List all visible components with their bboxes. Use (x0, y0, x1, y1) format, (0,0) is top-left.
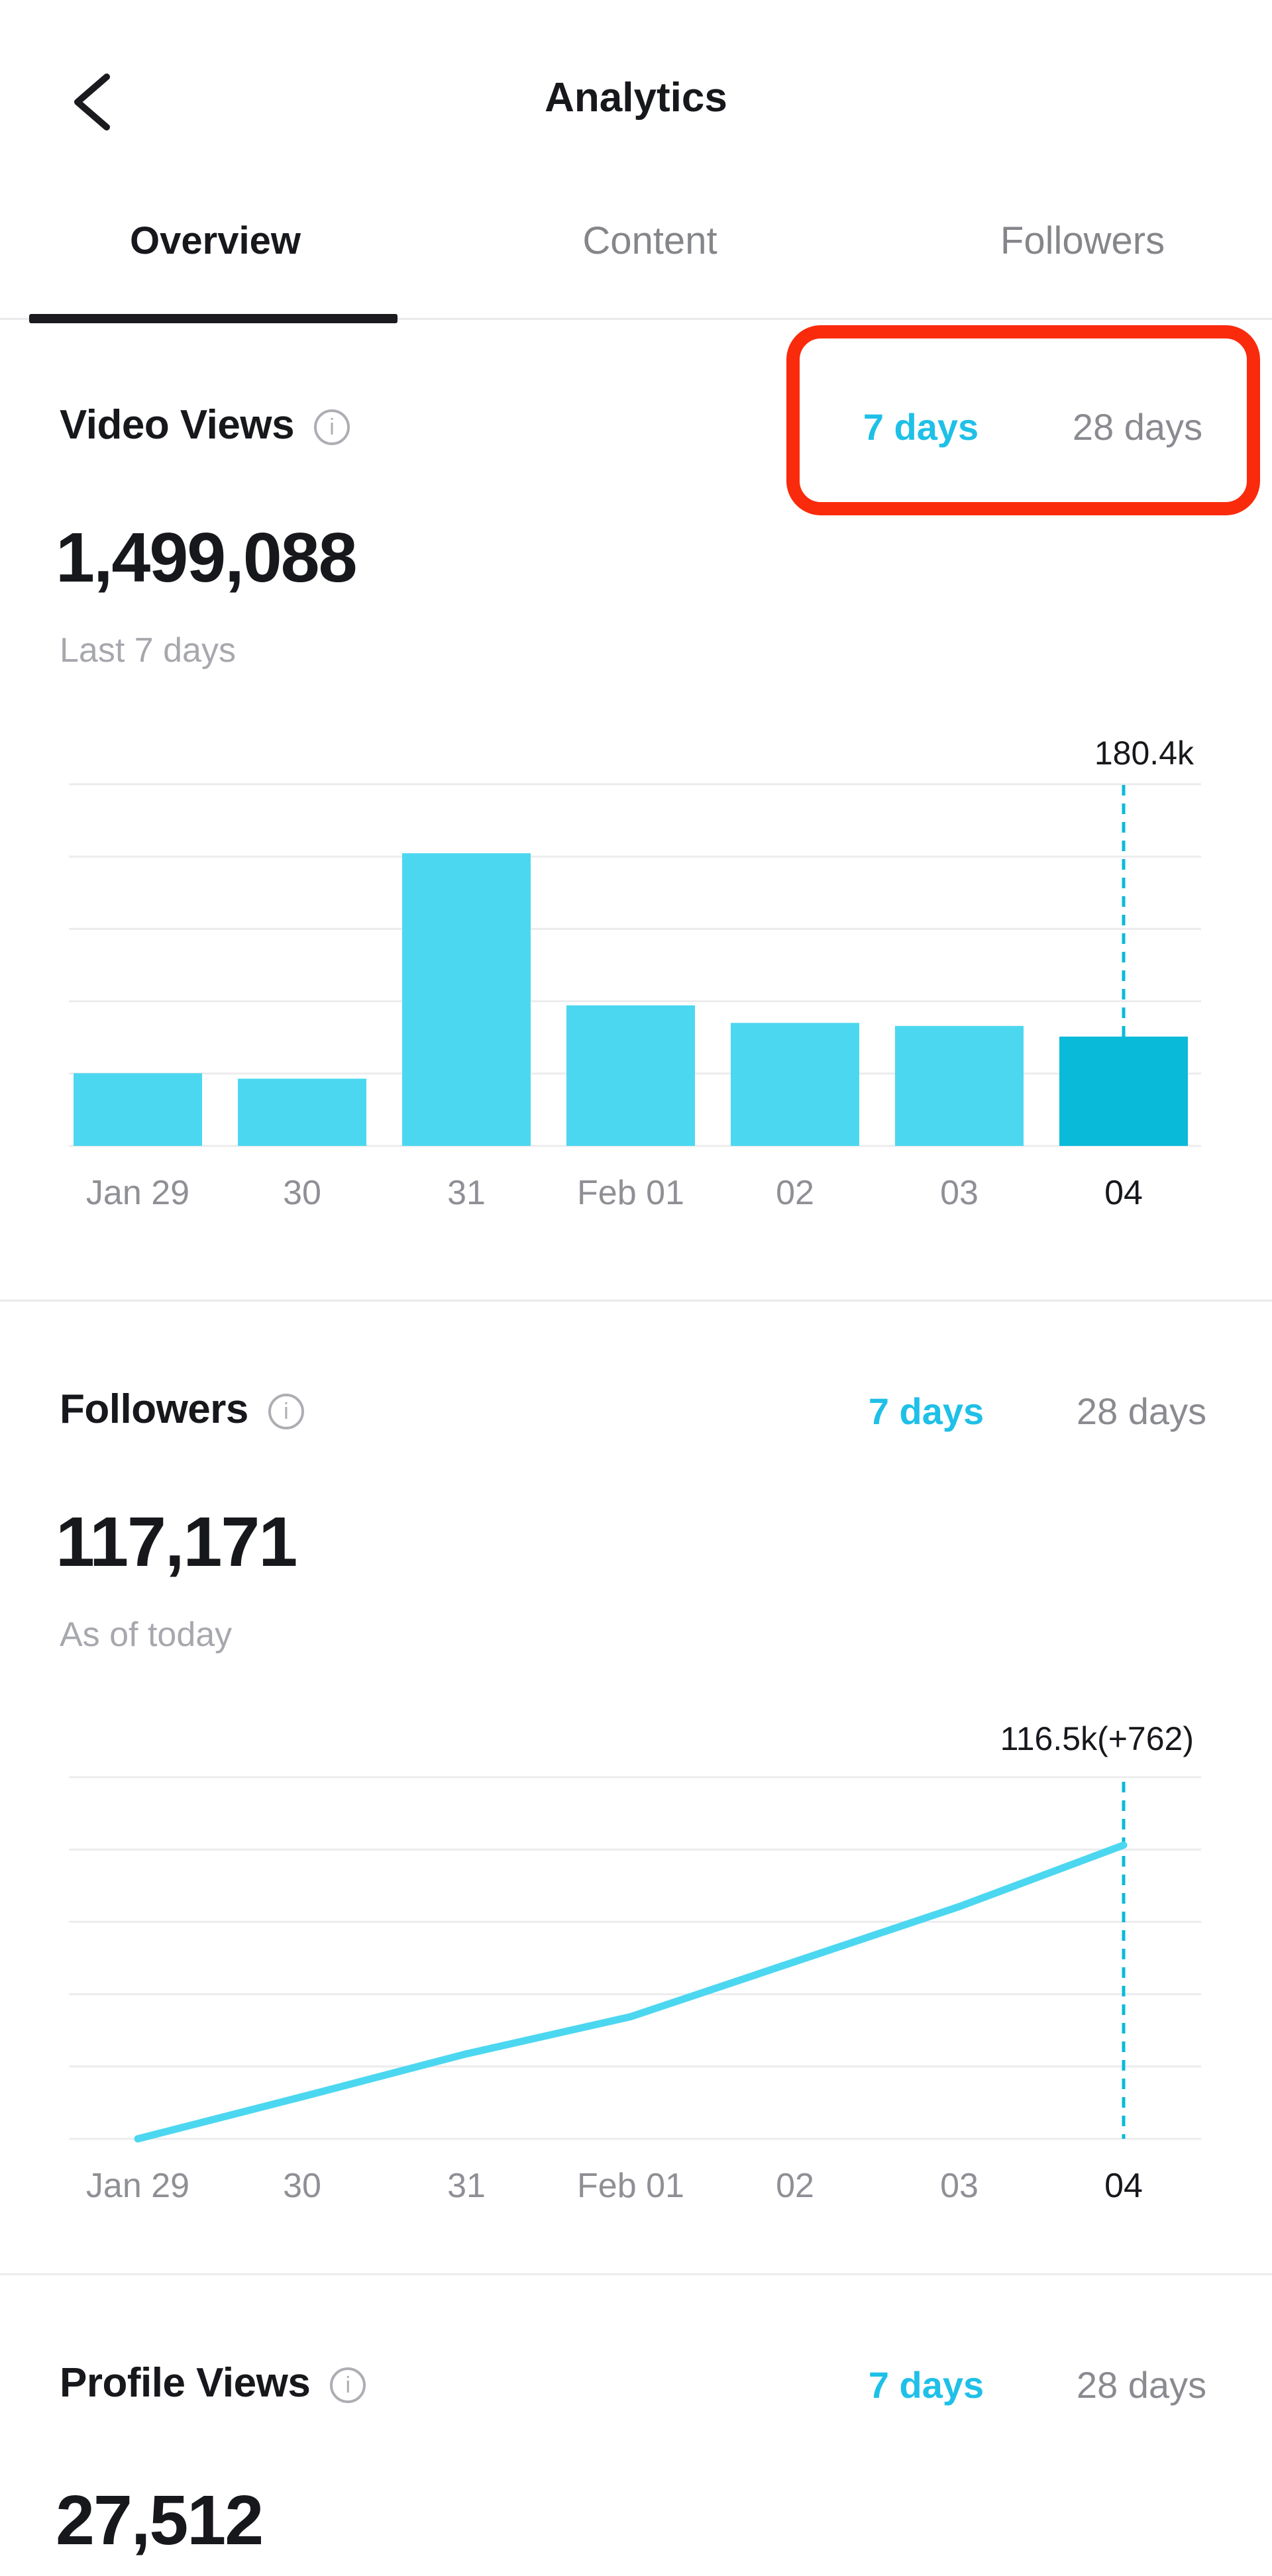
chevron-left-icon (74, 74, 110, 130)
video-views-title: Video Views (60, 402, 295, 448)
tab-overview[interactable]: Overview (130, 219, 301, 262)
followers-range-28days[interactable]: 28 days (1076, 1390, 1207, 1432)
svg-text:Jan 29: Jan 29 (86, 1174, 189, 1212)
profile-views-range-7days[interactable]: 7 days (868, 2364, 984, 2406)
video-views-caption: Last 7 days (60, 631, 236, 670)
followers-value: 117,171 (56, 1503, 297, 1581)
back-button[interactable] (66, 70, 117, 134)
section-divider (0, 2273, 1272, 2275)
video-views-value: 1,499,088 (56, 519, 358, 597)
svg-text:Jan 29: Jan 29 (86, 2167, 189, 2205)
info-icon[interactable] (314, 409, 350, 445)
tab-content[interactable]: Content (582, 219, 717, 262)
followers-range-7days[interactable]: 7 days (868, 1390, 984, 1432)
section-divider (0, 1300, 1272, 1302)
svg-text:04: 04 (1104, 2167, 1143, 2205)
tab-followers[interactable]: Followers (1000, 219, 1165, 262)
tab-divider (0, 318, 1272, 320)
annotation-highlight-box (786, 325, 1260, 515)
followers-caption: As of today (60, 1616, 233, 1654)
svg-text:04: 04 (1104, 1174, 1143, 1212)
svg-text:31: 31 (447, 1174, 486, 1212)
profile-views-value: 27,512 (56, 2481, 264, 2559)
followers-line-chart[interactable]: Jan 29 30 31 Feb 01 02 03 04 (60, 1755, 1202, 2218)
svg-text:02: 02 (776, 2167, 814, 2205)
svg-text:Feb 01: Feb 01 (577, 2167, 684, 2205)
page-title: Analytics (545, 75, 727, 121)
profile-views-range-28days[interactable]: 28 days (1076, 2364, 1207, 2406)
svg-text:30: 30 (283, 2167, 321, 2205)
svg-text:Feb 01: Feb 01 (577, 1174, 684, 1212)
svg-text:03: 03 (940, 1174, 979, 1212)
info-icon[interactable] (330, 2367, 366, 2403)
followers-title: Followers (60, 1386, 248, 1432)
svg-text:03: 03 (940, 2167, 979, 2205)
video-views-range-7days[interactable]: 7 days (863, 406, 979, 448)
svg-text:02: 02 (776, 1174, 814, 1212)
video-views-range-28days[interactable]: 28 days (1072, 406, 1203, 448)
svg-text:30: 30 (283, 1174, 321, 1212)
profile-views-title: Profile Views (60, 2360, 311, 2406)
svg-text:31: 31 (447, 2167, 486, 2205)
active-tab-underline (29, 314, 398, 323)
video-views-bar-chart[interactable]: Jan 29 30 31 Feb 01 02 03 04 (60, 762, 1202, 1225)
info-icon[interactable] (268, 1393, 304, 1429)
video-views-selected-day-value: 180.4k (1094, 735, 1194, 772)
followers-selected-day-value: 116.5k(+762) (1000, 1720, 1194, 1757)
